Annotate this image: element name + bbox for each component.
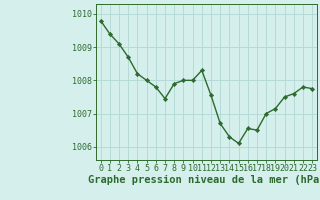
X-axis label: Graphe pression niveau de la mer (hPa): Graphe pression niveau de la mer (hPa) [88,175,320,185]
